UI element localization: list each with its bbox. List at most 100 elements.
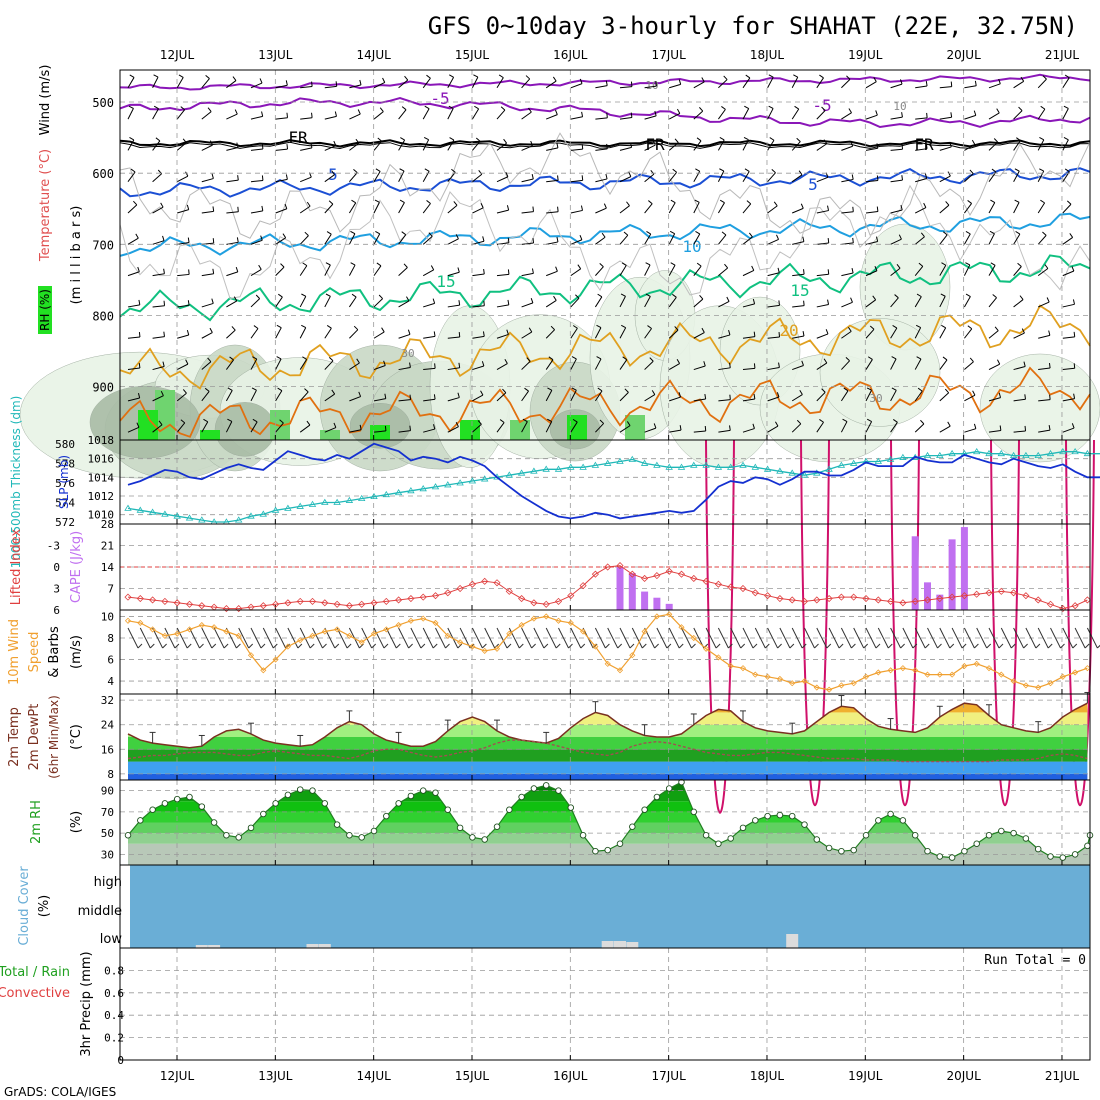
wind-barb-flag [752, 423, 755, 429]
wind-barb [767, 336, 780, 339]
wind-barb-flag [457, 267, 460, 273]
wind-barb [718, 429, 731, 433]
wind-barb [693, 81, 705, 89]
wind-barb-flag [325, 293, 331, 297]
wind-barb [1062, 367, 1075, 371]
wind-barb [152, 206, 164, 214]
wind-barb [963, 627, 975, 649]
wind-barb [472, 423, 482, 433]
wind-barb-flag [531, 643, 536, 649]
wind-barb [693, 110, 704, 120]
wind-barb [865, 81, 877, 89]
wind-barb [176, 627, 188, 649]
wind-marker [555, 617, 562, 624]
wind-barb [1025, 627, 1037, 649]
wind-barb-flag [606, 112, 608, 118]
date-tick-label: 14JUL [357, 48, 392, 62]
wind-barb-flag [331, 389, 336, 395]
wind-barb-flag [137, 266, 140, 272]
wind-barb [177, 334, 189, 339]
wind-barb [988, 171, 997, 183]
wind-barb [545, 299, 557, 308]
wind-barb [988, 429, 1001, 433]
wind-barb [865, 299, 876, 308]
wind-barb-flag [572, 418, 578, 423]
wind-barb-flag [375, 230, 380, 235]
wind-barb-flag [942, 356, 948, 361]
wind-barb-flag [997, 359, 1001, 365]
wind-barb [423, 428, 435, 433]
wind-barb [865, 114, 878, 120]
wind-barb [915, 117, 928, 120]
rh-marker [825, 844, 833, 852]
wind-barb [939, 234, 948, 245]
wind-marker [481, 647, 488, 654]
wind-barb-flag [1048, 330, 1051, 336]
precip-frame [119, 947, 1091, 1061]
wind-barb-flag [986, 643, 992, 649]
wind-barb-flag [1042, 75, 1047, 80]
wind-barb [275, 422, 284, 433]
wind-barb [152, 140, 161, 151]
rh-marker [764, 812, 771, 820]
wind-barb [939, 146, 952, 151]
wind-marker [862, 673, 870, 680]
wind-barb-flag [852, 206, 854, 212]
wind-barb [423, 302, 435, 308]
wind-barb [472, 240, 485, 245]
wind-barb [669, 396, 681, 402]
wind-marker [985, 665, 993, 672]
wind-barb-flag [553, 295, 557, 301]
thickness-marker [640, 459, 649, 466]
wind-barb-flag [703, 361, 706, 367]
wind-barb [1037, 268, 1049, 277]
wind-barb-flag [236, 237, 239, 243]
wind-barb-flag [433, 331, 436, 337]
wind-marker [457, 639, 464, 646]
wind-barb-flag [801, 643, 807, 649]
wind-barb-flag [851, 268, 854, 274]
rh-marker [309, 787, 316, 794]
rh-band [128, 790, 1090, 802]
rh-shade-saturated [625, 415, 645, 440]
wind-barb-flag [482, 236, 485, 242]
wind-barb [792, 364, 804, 371]
ylabel-slp: SLP (mb) [57, 455, 71, 509]
li-marker [628, 570, 636, 578]
wind-barb [496, 209, 509, 214]
wind-barb-flag [696, 137, 702, 142]
wind-barb [595, 236, 606, 245]
wind-barb-flag [874, 265, 878, 271]
wind-barb-flag [597, 387, 603, 392]
wind-barb [742, 269, 755, 277]
thickness-marker [271, 506, 280, 513]
wind-barb [693, 265, 702, 276]
wind-barb [939, 264, 947, 276]
rh-marker [1034, 845, 1042, 853]
wind-barb-flag [575, 294, 580, 299]
wind-barb [176, 109, 186, 120]
wind-barb-flag [678, 392, 682, 398]
wind-barb [915, 148, 928, 151]
wind-barb [1062, 270, 1075, 277]
wind-barb-flag [433, 424, 436, 430]
wind-barb-flag [282, 233, 287, 239]
wind-barb-flag [530, 298, 534, 304]
wind-barb [472, 207, 484, 214]
wind-barb-flag [280, 263, 285, 268]
wind-marker [223, 628, 230, 635]
wind-barb [718, 234, 727, 245]
li-marker [259, 602, 267, 610]
wind-barb-flag [898, 234, 902, 240]
wind-barb-flag [528, 327, 533, 333]
date-tick-label: 20JUL [946, 1069, 981, 1083]
wind-marker [641, 628, 648, 635]
wind-barb-flag [482, 331, 485, 337]
wind-barb [964, 173, 974, 183]
wind-barb [914, 358, 922, 370]
wind-barb-flag [199, 643, 204, 649]
wind-barb [693, 233, 701, 245]
wind-barb-flag [719, 199, 725, 204]
temp-bands [128, 703, 1088, 780]
li-marker [358, 600, 366, 608]
